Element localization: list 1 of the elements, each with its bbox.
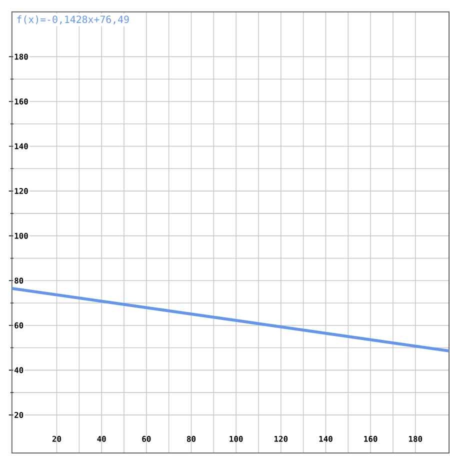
text: f(x)=-0,1428x+76,49 <box>17 15 130 24</box>
